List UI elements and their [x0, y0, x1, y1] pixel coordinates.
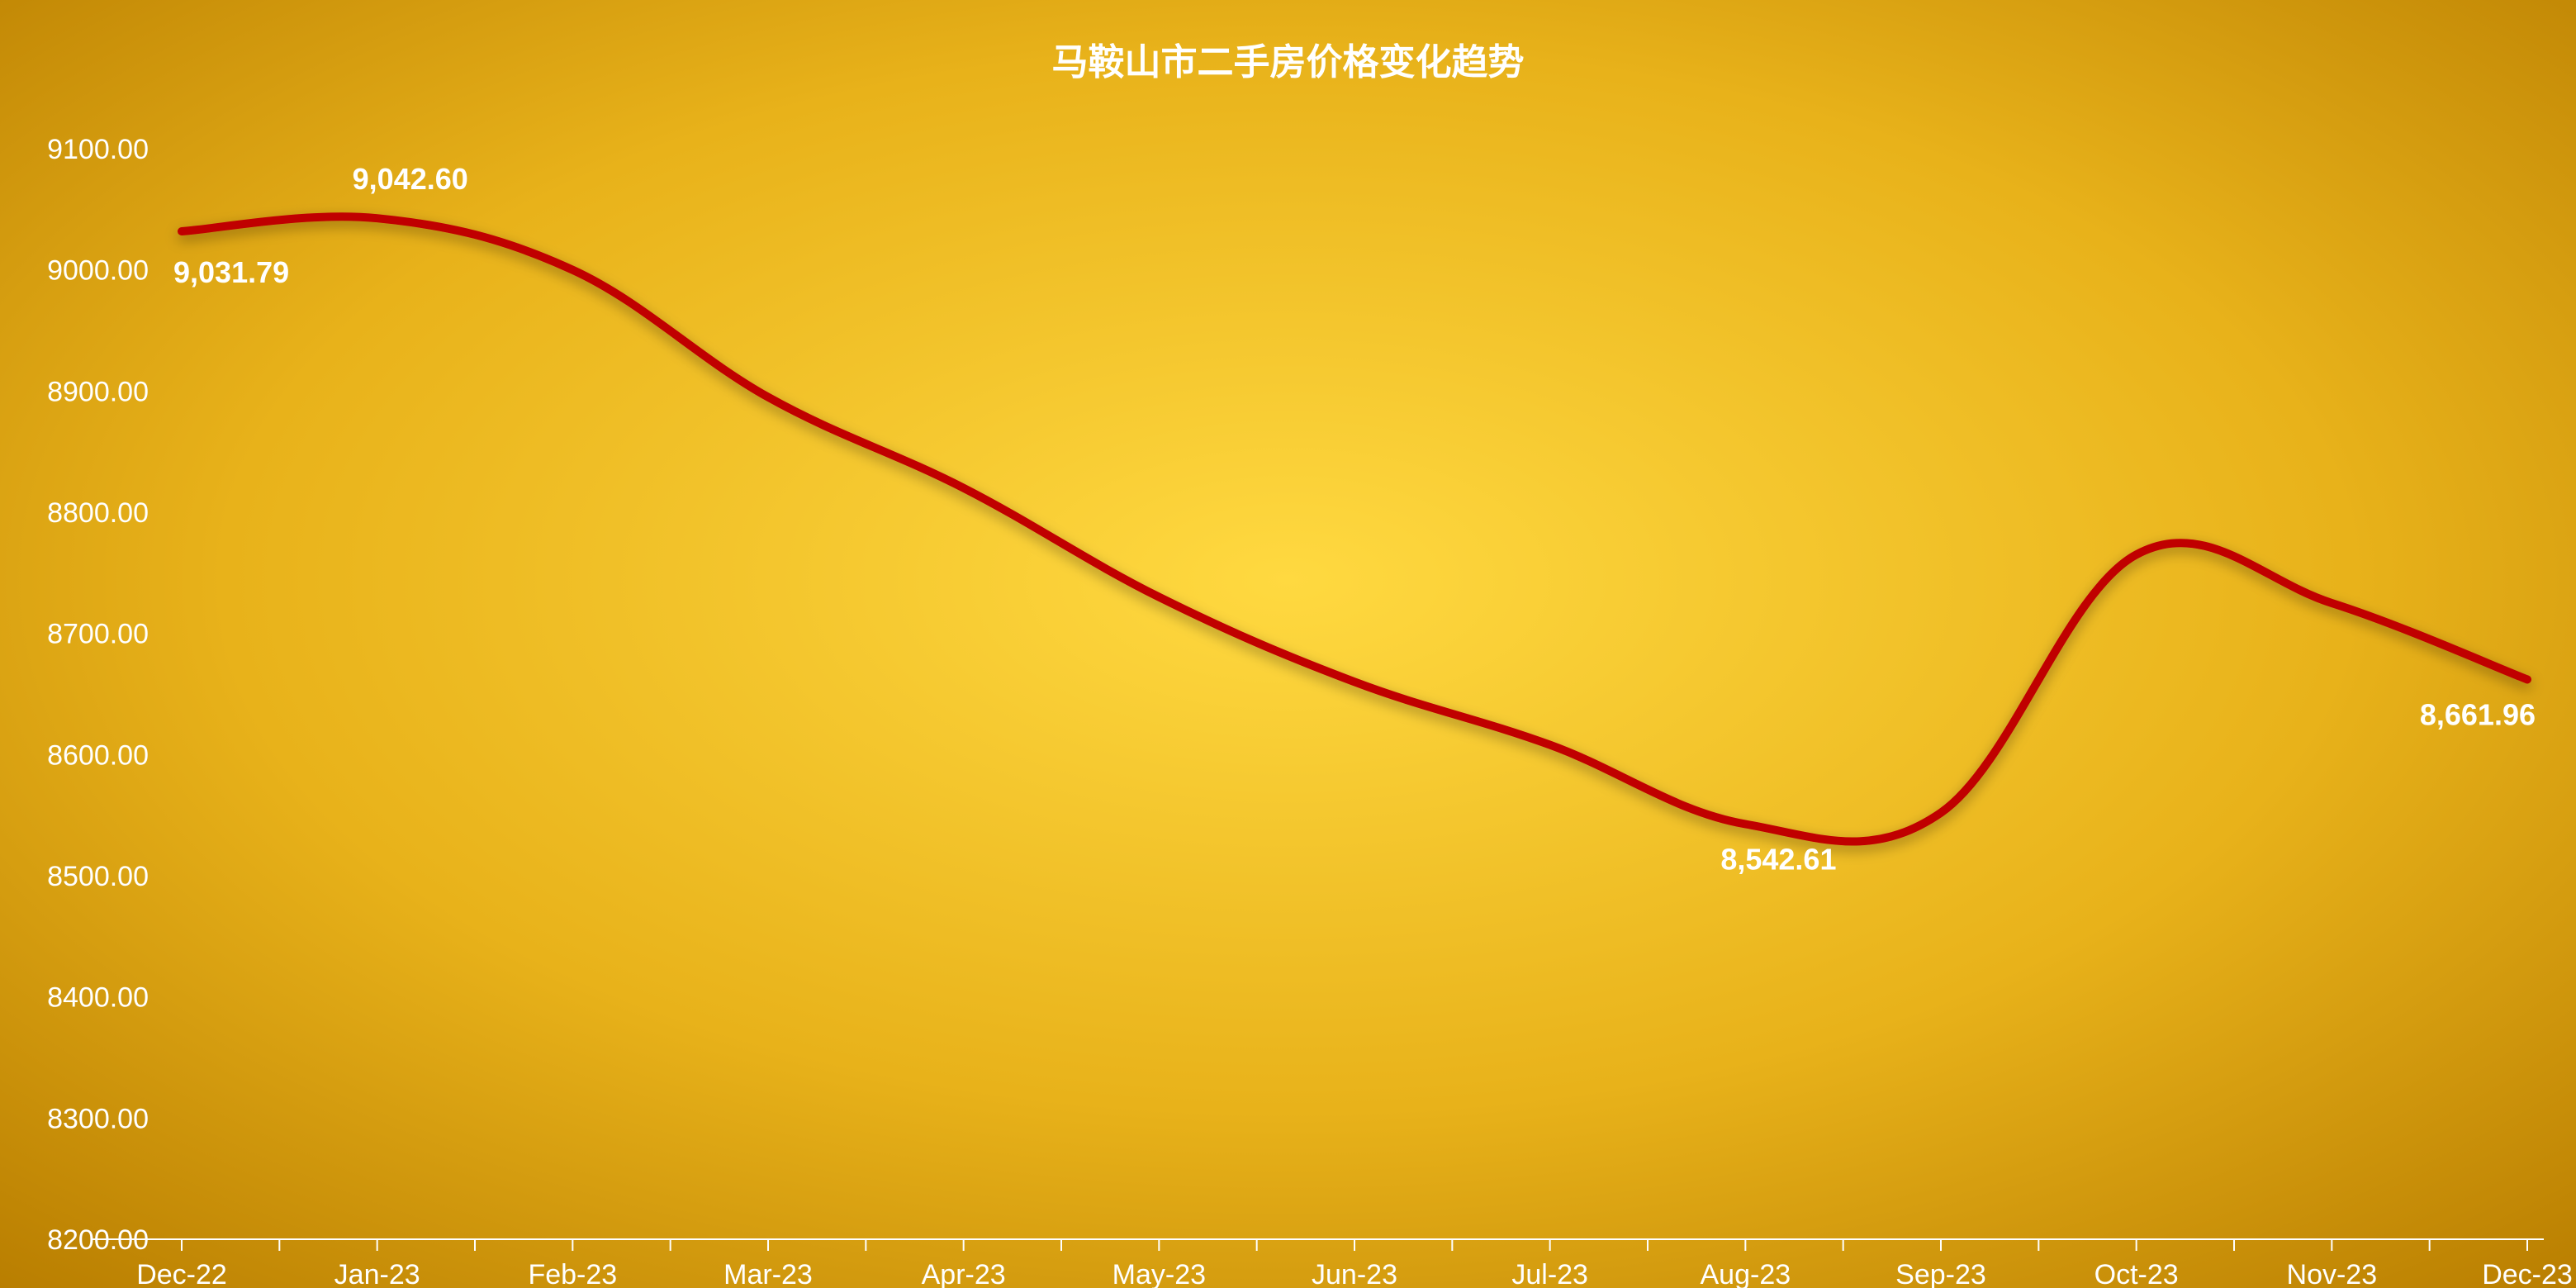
data-label: 9,031.79: [173, 255, 289, 289]
x-tick-label: Jan-23: [334, 1259, 420, 1288]
y-tick-label: 8900.00: [47, 376, 149, 407]
x-tick-label: Feb-23: [528, 1259, 617, 1288]
y-tick-label: 8400.00: [47, 982, 149, 1014]
x-tick-label: Dec-22: [136, 1259, 227, 1288]
x-tick-label: Jul-23: [1511, 1259, 1588, 1288]
y-tick-label: 8700.00: [47, 619, 149, 650]
y-tick-label: 8800.00: [47, 497, 149, 529]
y-tick-label: 9100.00: [47, 134, 149, 165]
y-tick-label: 8600.00: [47, 739, 149, 771]
chart-title: 马鞍山市二手房价格变化趋势: [1052, 42, 1525, 83]
x-tick-label: Nov-23: [2287, 1259, 2378, 1288]
data-label: 9,042.60: [353, 162, 468, 196]
data-label: 8,661.96: [2420, 697, 2536, 731]
x-tick-label: Mar-23: [723, 1259, 813, 1288]
x-tick-label: Aug-23: [1701, 1259, 1791, 1288]
y-tick-label: 9000.00: [47, 255, 149, 287]
x-tick-label: Jun-23: [1312, 1259, 1397, 1288]
x-tick-label: Dec-23: [2482, 1259, 2573, 1288]
x-tick-label: Apr-23: [922, 1259, 1006, 1288]
chart-container: 8200.008300.008400.008500.008600.008700.…: [0, 0, 2576, 1288]
x-tick-label: Oct-23: [2094, 1259, 2179, 1288]
x-tick-label: May-23: [1112, 1259, 1206, 1288]
data-label: 8,542.61: [1720, 843, 1836, 877]
y-tick-label: 8300.00: [47, 1103, 149, 1134]
x-tick-label: Sep-23: [1895, 1259, 1986, 1288]
y-tick-label: 8500.00: [47, 861, 149, 892]
line-chart: 8200.008300.008400.008500.008600.008700.…: [0, 0, 2576, 1288]
